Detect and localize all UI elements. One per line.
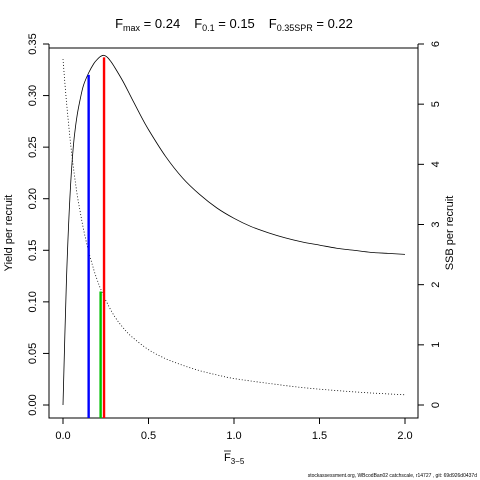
y-left-tick-label: 0.10	[27, 291, 39, 312]
x-axis-title-sub: 3−5	[231, 457, 245, 466]
title-fmax-label: F	[115, 16, 123, 31]
y-left-tick-label: 0.20	[27, 188, 39, 209]
y-left-tick-label: 0.00	[27, 394, 39, 415]
y-right-tick-label: 2	[430, 282, 442, 288]
title-f35-value: = 0.22	[313, 16, 353, 31]
x-axis-title: F3−5	[224, 450, 245, 466]
svg-text:F3−5: F3−5	[224, 452, 245, 466]
title-f01-label: F	[194, 16, 202, 31]
yield-per-recruit-line	[62, 54, 406, 406]
y-axis-left: 0.00 0.05 0.10 0.15 0.20 0.25 0.30 0.35	[27, 33, 50, 416]
title-f01-value: = 0.15	[215, 16, 255, 31]
y-left-tick-label: 0.35	[27, 33, 39, 54]
x-tick-label: 1.0	[226, 430, 241, 442]
y-right-tick-label: 1	[430, 342, 442, 348]
y-right-tick-label: 3	[430, 221, 442, 227]
y-right-tick-label: 0	[430, 402, 442, 408]
y-left-tick-label: 0.30	[27, 85, 39, 106]
y-axis-right: 0 1 2 3 4 5 6	[417, 41, 442, 408]
x-axis: 0.0 0.5 1.0 1.5 2.0	[55, 417, 413, 442]
x-axis-title-main: F	[224, 452, 231, 464]
y-left-tick-label: 0.15	[27, 240, 39, 261]
x-tick-label: 0.5	[141, 430, 156, 442]
reference-lines	[87, 57, 106, 418]
y-left-tick-label: 0.05	[27, 343, 39, 364]
title-f35-label: F	[269, 16, 277, 31]
title-fmax-value: = 0.24	[140, 16, 180, 31]
series-layer	[62, 54, 406, 406]
ssb-per-recruit-line	[62, 59, 406, 396]
y-right-tick-label: 4	[430, 161, 442, 167]
chart-title: Fmax = 0.24 F0.1 = 0.15 F0.35SPR = 0.22	[115, 16, 353, 33]
y-right-tick-label: 6	[430, 41, 442, 47]
x-tick-label: 1.5	[312, 430, 327, 442]
title-fmax-sub: max	[123, 23, 141, 33]
y-left-tick-label: 0.25	[27, 136, 39, 157]
title-f35-sub: 0.35SPR	[277, 23, 314, 33]
x-tick-label: 2.0	[397, 430, 412, 442]
footer-credit: stockassessment.org, WBcodBan02 catchsca…	[307, 473, 477, 479]
y-right-tick-label: 5	[430, 101, 442, 107]
title-f01-sub: 0.1	[202, 23, 215, 33]
y-axis-right-title: SSB per recruit	[444, 196, 456, 271]
x-tick-label: 0.0	[55, 430, 70, 442]
y-axis-left-title: Yield per recruit	[3, 195, 15, 272]
